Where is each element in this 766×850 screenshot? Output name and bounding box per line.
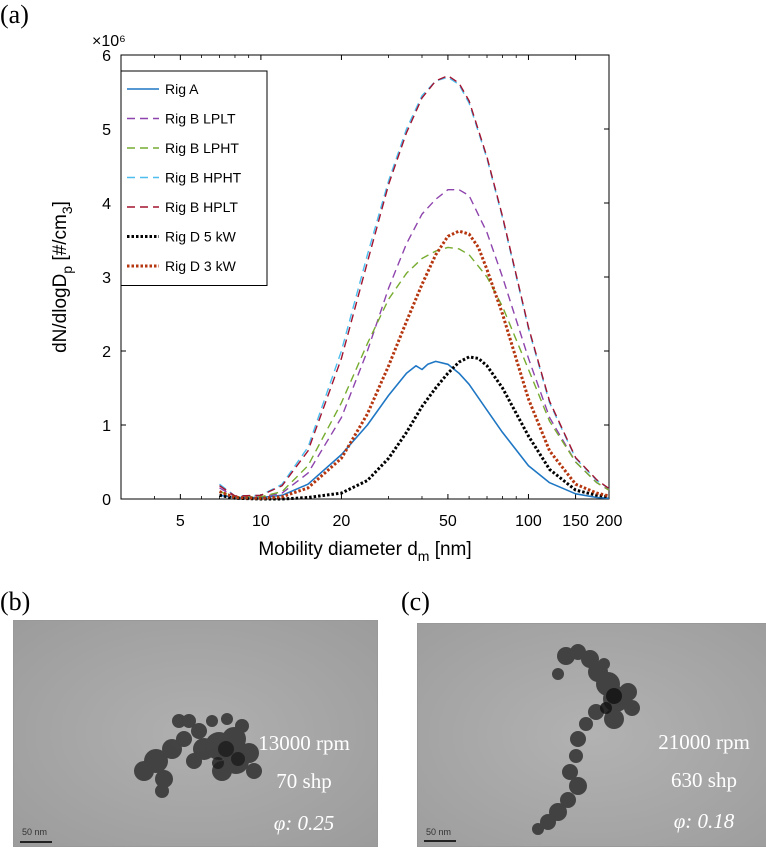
series-line-4 <box>219 75 610 497</box>
scale-bar-b <box>20 841 52 843</box>
x-tick-label: 200 <box>596 513 623 530</box>
tem-image-b: 13000 rpm 70 shp φ: 0.25 50 nm <box>13 620 378 847</box>
x-tick-label: 150 <box>562 513 589 530</box>
legend-label: Rig B LPLT <box>165 111 236 127</box>
y-tick-label: 6 <box>102 48 111 65</box>
x-tick-label: 5 <box>176 513 185 530</box>
panel-label-b: (b) <box>0 587 31 616</box>
phi-label-c: φ: 0.18 <box>673 809 735 833</box>
series-line-0 <box>219 360 610 500</box>
scale-label-b: 50 nm <box>22 827 48 837</box>
x-axis-label: Mobility diameter dm [nm] <box>258 539 471 564</box>
series-line-3 <box>219 76 610 497</box>
legend-label: Rig B LPHT <box>165 140 239 156</box>
y-tick-label: 4 <box>102 196 111 213</box>
aggregate-image-c <box>418 624 766 846</box>
chart: 5 10 20 50 100 150 200 0 1 2 3 4 5 6 Rig A Rig B LPLT R… <box>50 33 623 564</box>
legend-box <box>120 70 268 286</box>
rpm-label-b: 13000 rpm <box>258 731 350 755</box>
y-tick-label: 5 <box>102 122 111 139</box>
legend-label: Rig B HPHT <box>165 170 242 186</box>
series-line-1 <box>219 189 610 498</box>
series-line-2 <box>219 246 610 498</box>
aggregate-image-b <box>14 621 377 846</box>
tem-image-c: 21000 rpm 630 shp φ: 0.18 50 nm <box>417 623 766 847</box>
shp-label-b: 70 shp <box>276 769 332 793</box>
legend-label: Rig A <box>165 81 199 97</box>
shp-label-c: 630 shp <box>671 768 737 792</box>
y-tick-label: 0 <box>102 492 111 509</box>
series-line-5 <box>219 355 610 501</box>
x-tick-label: 10 <box>252 513 270 530</box>
scale-label-c: 50 nm <box>426 827 452 837</box>
x-tick-label: 50 <box>439 513 457 530</box>
scale-bar-c <box>424 840 456 842</box>
y-tick-label: 3 <box>102 270 111 287</box>
panel-label-c: (c) <box>401 587 430 616</box>
phi-label-b: φ: 0.25 <box>273 811 335 835</box>
y-tick-label: 2 <box>102 344 111 361</box>
rpm-label-c: 21000 rpm <box>658 730 750 754</box>
x-tick-label: 20 <box>333 513 351 530</box>
y-axis-label: dN/dlogDp [#/cm3] <box>50 201 75 353</box>
panel-label-a: (a) <box>0 0 29 29</box>
legend-label: Rig D 3 kW <box>165 258 237 274</box>
series-line-6 <box>218 229 610 500</box>
x-tick-label: 100 <box>515 513 542 530</box>
y-tick-label: 1 <box>102 418 111 435</box>
y-multiplier: ×10⁶ <box>92 33 126 50</box>
legend-label: Rig B HPLT <box>165 199 238 215</box>
legend-label: Rig D 5 kW <box>165 229 237 245</box>
